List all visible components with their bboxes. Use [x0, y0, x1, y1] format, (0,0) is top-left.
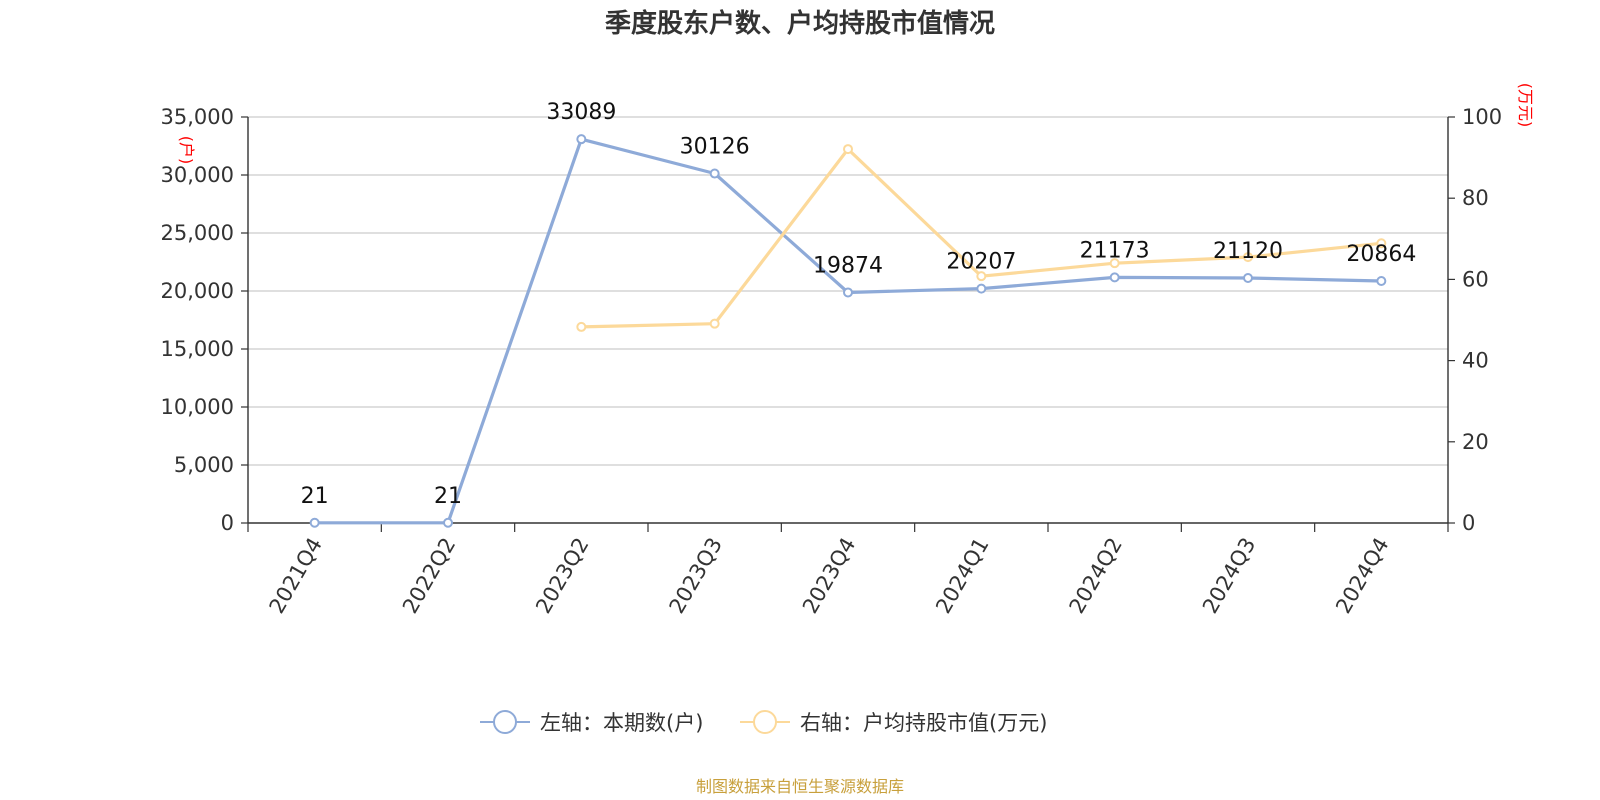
legend-label: 右轴：户均持股市值(万元) — [800, 711, 1047, 735]
x-tick-label: 2023Q2 — [531, 534, 593, 618]
x-tick-label: 2021Q4 — [265, 534, 327, 618]
data-point — [309, 517, 320, 528]
left-tick-label: 10,000 — [161, 395, 234, 419]
series-line-1 — [581, 147, 1382, 329]
x-tick-label: 2022Q2 — [398, 534, 460, 618]
data-point — [1243, 252, 1253, 263]
left-tick-label: 5,000 — [174, 453, 234, 477]
grid-lines — [248, 116, 1448, 466]
left-tick-label: 25,000 — [161, 221, 234, 245]
x-tick-label: 2023Q3 — [665, 534, 727, 618]
left-axis-unit: (户) — [177, 136, 196, 165]
series-lines — [309, 134, 1387, 528]
data-point — [1109, 258, 1120, 269]
x-tick-label: 2024Q4 — [1331, 534, 1393, 618]
data-point — [1376, 238, 1387, 249]
right-tick-label: 0 — [1462, 511, 1475, 535]
legend-item-1[interactable]: 右轴：户均持股市值(万元) — [740, 710, 1047, 735]
data-label: 20207 — [946, 250, 1016, 275]
data-label: 33089 — [546, 100, 616, 125]
source-note: 制图数据来自恒生聚源数据库 — [696, 777, 904, 796]
legend-label: 左轴：本期数(户) — [540, 711, 703, 735]
data-point — [1376, 275, 1387, 286]
data-label: 30126 — [680, 135, 750, 160]
legend-marker — [753, 710, 777, 734]
data-point — [976, 271, 987, 282]
data-label: 21120 — [1213, 239, 1283, 264]
x-tick-label: 2024Q1 — [931, 534, 993, 618]
data-point — [443, 517, 453, 528]
data-point — [976, 283, 987, 294]
left-tick-label: 35,000 — [161, 105, 234, 129]
data-point — [1243, 273, 1253, 284]
legend-item-0[interactable]: 左轴：本期数(户) — [480, 710, 703, 735]
data-label: 21 — [434, 484, 462, 509]
axes: 0 5,000 10,000 15,000 20,000 25,000 30,000 35,0… — [161, 83, 1535, 618]
right-tick-label: 40 — [1462, 349, 1489, 373]
right-tick-label: 100 — [1462, 105, 1502, 129]
x-tick-label: 2024Q2 — [1065, 534, 1127, 618]
data-label: 21173 — [1080, 238, 1150, 263]
left-tick-label: 0 — [221, 511, 234, 535]
left-tick-label: 20,000 — [161, 279, 234, 303]
data-label: 20864 — [1346, 242, 1416, 267]
data-label: 21 — [301, 484, 329, 509]
data-point — [843, 144, 853, 155]
right-tick-label: 80 — [1462, 186, 1489, 210]
left-tick-label: 15,000 — [161, 337, 234, 361]
chart-title: 季度股东户数、户均持股市值情况 — [605, 8, 995, 39]
data-point — [709, 168, 720, 179]
data-point — [576, 134, 587, 145]
right-axis-unit: (万元) — [1516, 83, 1535, 128]
data-point — [576, 321, 587, 332]
data-labels: 21 21 33089 30126 19874 20207 21173 21120 20864 — [301, 100, 1417, 509]
data-label: 19874 — [813, 253, 883, 278]
data-point — [709, 318, 720, 329]
legend[interactable]: 左轴：本期数(户) 右轴：户均持股市值(万元) — [480, 710, 1047, 735]
x-tick-label: 2023Q4 — [798, 534, 860, 618]
right-tick-label: 20 — [1462, 430, 1489, 454]
right-tick-label: 60 — [1462, 267, 1489, 291]
legend-marker — [493, 710, 517, 734]
left-tick-label: 30,000 — [161, 163, 234, 187]
data-point — [843, 287, 853, 298]
x-tick-label: 2024Q3 — [1198, 534, 1260, 618]
data-point — [1109, 272, 1120, 283]
